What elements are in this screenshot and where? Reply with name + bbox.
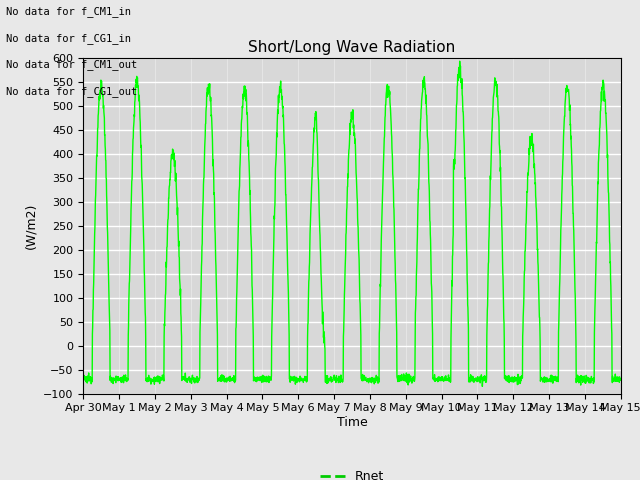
Y-axis label: (W/m2): (W/m2) <box>24 203 38 249</box>
Text: No data for f_CM1_in: No data for f_CM1_in <box>6 6 131 17</box>
Text: No data for f_CM1_out: No data for f_CM1_out <box>6 59 138 70</box>
X-axis label: Time: Time <box>337 416 367 429</box>
Text: No data for f_CG1_in: No data for f_CG1_in <box>6 33 131 44</box>
Title: Short/Long Wave Radiation: Short/Long Wave Radiation <box>248 40 456 55</box>
Text: No data for f_CG1_out: No data for f_CG1_out <box>6 85 138 96</box>
Legend: Rnet: Rnet <box>315 465 389 480</box>
